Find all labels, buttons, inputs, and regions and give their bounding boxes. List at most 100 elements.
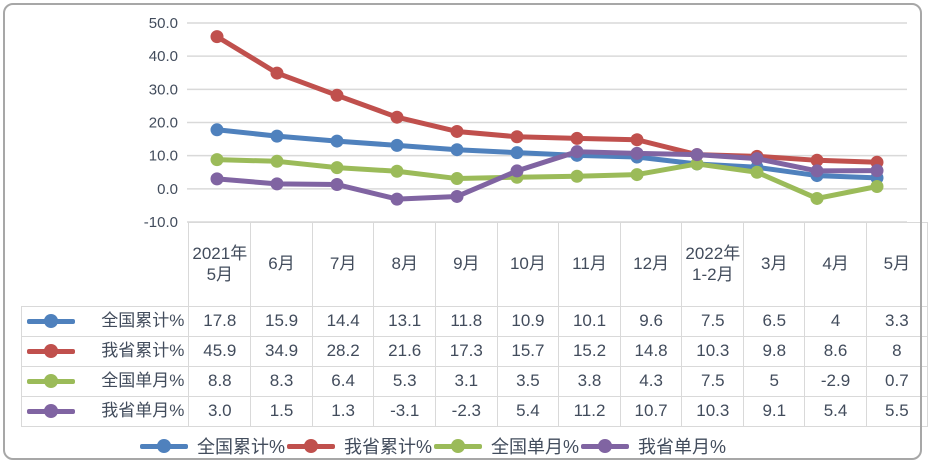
legend-key-dot — [44, 404, 58, 419]
table-header-row: 2021年5月 6月 7月 8月 9月 10月 11月 12月 2022年1-2月 3月 4月 5月 — [22, 222, 928, 307]
series-line-province-monthly — [214, 149, 880, 202]
data-point-national-monthly — [870, 180, 884, 194]
table-header-cell: 3月 — [743, 222, 806, 307]
data-point-national-cumulative — [450, 143, 464, 157]
legend-item-national-cumulative: 全国累计% — [140, 433, 285, 459]
series-line-province-cumulative — [214, 34, 880, 165]
data-point-province-monthly — [270, 177, 284, 191]
table-value-cell: 1.5 — [250, 396, 313, 427]
table-header-cell: 11月 — [558, 222, 621, 307]
legend-label: 我省累计% — [344, 437, 433, 457]
data-point-province-monthly — [390, 192, 404, 206]
data-point-province-monthly — [750, 152, 764, 166]
table-value-cell: 8.6 — [804, 336, 867, 367]
data-point-province-cumulative — [630, 133, 644, 147]
table-value-cell: 7.5 — [681, 306, 745, 337]
table-corner-cell — [22, 223, 189, 307]
data-point-province-monthly — [330, 178, 344, 192]
table-value-cell: 4 — [804, 306, 867, 337]
y-axis-tick-label: 20.0 — [149, 115, 178, 132]
table-value-cell: 10.7 — [619, 396, 683, 427]
data-point-province-monthly — [810, 164, 824, 178]
data-point-province-monthly — [510, 164, 524, 178]
data-point-national-monthly — [210, 153, 224, 167]
table-value-cell: 3.0 — [188, 396, 252, 427]
legend-key-dot — [598, 439, 613, 453]
data-point-national-monthly — [270, 154, 284, 168]
y-axis-tick-label: -10.0 — [144, 214, 178, 231]
data-point-province-cumulative — [390, 110, 404, 124]
table-value-cell: 3.5 — [496, 366, 560, 397]
series-label-flex: 全国单月% — [27, 371, 184, 391]
chart-legend: 全国累计% 我省累计% 全国单月% 我省单月% — [140, 433, 728, 459]
table-value-cell: 14.8 — [619, 336, 683, 367]
table-header-cell: 2021年5月 — [188, 222, 252, 307]
table-value-cell: 45.9 — [188, 336, 252, 367]
data-point-national-monthly — [750, 165, 764, 179]
table-value-cell: 3.8 — [558, 366, 621, 397]
data-point-province-monthly — [210, 172, 224, 186]
table-header-cell: 5月 — [865, 222, 928, 307]
data-point-national-monthly — [570, 169, 584, 183]
series-key-icon — [27, 342, 75, 360]
data-point-national-monthly — [450, 172, 464, 186]
table-value-cell: 9.8 — [743, 336, 806, 367]
table-value-cell: 6.4 — [311, 366, 375, 397]
table-value-cell: 5.5 — [865, 396, 928, 427]
series-label-cell: 全国累计% — [20, 306, 190, 337]
table-value-cell: 10.3 — [681, 396, 745, 427]
data-point-national-monthly — [630, 168, 644, 182]
data-point-national-cumulative — [330, 134, 344, 148]
data-point-province-monthly — [630, 146, 644, 160]
y-axis-tick-label: 30.0 — [149, 81, 178, 98]
table-value-cell: 3.1 — [435, 366, 498, 397]
legend-key-dot — [44, 374, 58, 389]
table-value-cell: 15.7 — [496, 336, 560, 367]
data-point-national-cumulative — [390, 138, 404, 152]
legend-key-dot — [451, 439, 466, 453]
legend-marker-icon — [287, 437, 336, 455]
table-value-cell: 21.6 — [373, 336, 437, 367]
legend-label: 我省单月% — [638, 437, 727, 457]
table-value-cell: 8.8 — [188, 366, 252, 397]
series-label-cell: 全国单月% — [20, 366, 190, 397]
table-header-cell: 12月 — [619, 222, 683, 307]
table-row-national-cumulative: 全国累计% 17.8 15.9 14.4 13.1 11.8 10.9 10.1 9.6 7.5 6… — [20, 306, 928, 337]
data-point-province-cumulative — [270, 66, 284, 80]
legend-label: 全国单月% — [491, 437, 580, 457]
data-point-province-cumulative — [210, 30, 224, 44]
data-point-national-cumulative — [270, 129, 284, 143]
table-value-cell: 6.5 — [743, 306, 806, 337]
table-value-cell: 15.2 — [558, 336, 621, 367]
table-value-cell: 28.2 — [311, 336, 375, 367]
table-value-cell: 5.4 — [496, 396, 560, 427]
table-value-cell: 9.6 — [619, 306, 683, 337]
series-label-text: 我省单月% — [101, 401, 185, 421]
table-row-province-monthly: 我省单月% 3.0 1.5 1.3 -3.1 -2.3 5.4 11.2 10.7 10.3 9.1… — [20, 396, 928, 427]
legend-key-dot — [304, 439, 319, 453]
data-point-province-cumulative — [510, 130, 524, 144]
table-value-cell: 5 — [743, 366, 806, 397]
data-point-province-cumulative — [450, 124, 464, 138]
data-point-province-monthly — [690, 148, 704, 162]
table-value-cell: 5.4 — [804, 396, 867, 427]
table-value-cell: -2.3 — [435, 396, 498, 427]
table-body: 全国累计% 17.8 15.9 14.4 13.1 11.8 10.9 10.1 9.6 7.5 6… — [20, 306, 928, 427]
table-value-cell: 4.3 — [619, 366, 683, 397]
series-label-text: 全国累计% — [101, 311, 185, 331]
y-axis-tick-label: 0.0 — [157, 181, 178, 198]
legend-key-dot — [44, 314, 58, 329]
y-axis-tick-label: 40.0 — [149, 48, 178, 65]
data-point-province-monthly — [450, 189, 464, 203]
table-header-cell: 6月 — [250, 222, 313, 307]
table-value-cell: 17.8 — [188, 306, 252, 337]
table-header-cell: 8月 — [373, 222, 437, 307]
table-row-province-cumulative: 我省累计% 45.9 34.9 28.2 21.6 17.3 15.7 15.2 14.8 10.… — [20, 336, 928, 367]
data-point-national-monthly — [330, 161, 344, 175]
legend-key-dot — [44, 344, 58, 359]
table-value-cell: 3.3 — [865, 306, 928, 337]
legend-marker-icon — [581, 437, 630, 455]
table-value-cell: 17.3 — [435, 336, 498, 367]
legend-key-dot — [157, 439, 171, 453]
data-point-national-monthly — [690, 157, 704, 171]
